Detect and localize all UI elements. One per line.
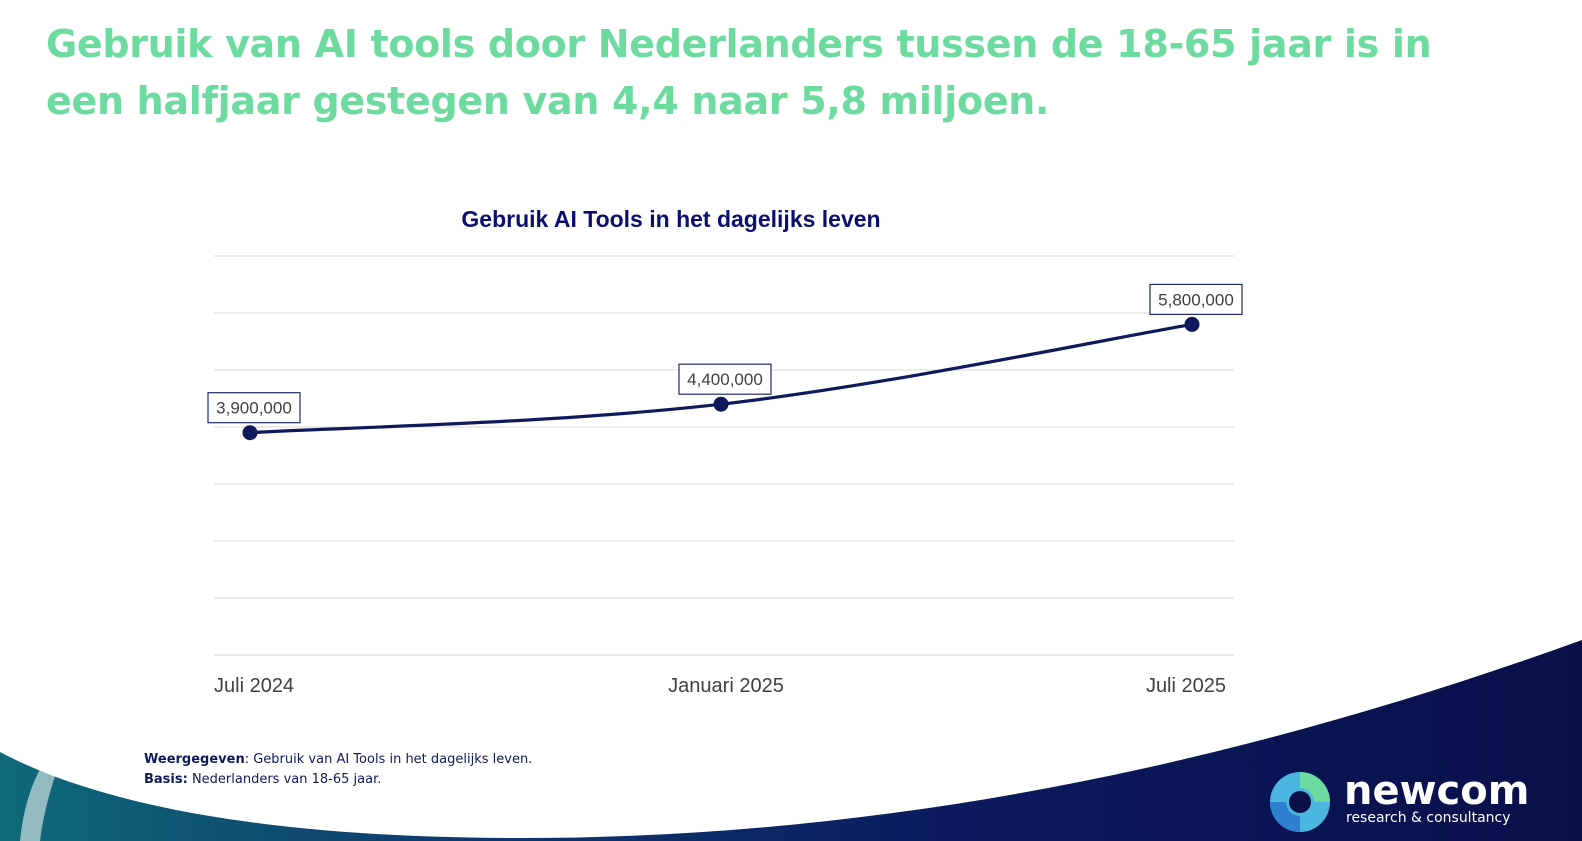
x-tick-label: Juli 2024: [214, 675, 294, 697]
data-label: 5,800,000: [1149, 283, 1243, 315]
data-points: [242, 316, 1200, 441]
x-axis-tick-labels: Juli 2024 Januari 2025 Juli 2025: [214, 675, 1226, 697]
footnote-basis-label: Basis:: [144, 772, 188, 787]
data-label: 3,900,000: [207, 392, 301, 424]
footnote-basis-text: Nederlanders van 18-65 jaar.: [187, 772, 382, 787]
footnote-shown-label: Weergegeven: [144, 752, 245, 767]
data-point: [1184, 316, 1200, 332]
slide-title: Gebruik van AI tools door Nederlanders t…: [46, 22, 1432, 123]
data-label-box: [678, 363, 772, 395]
line-chart: Juli 2024 Januari 2025 Juli 2025 3,900,000…: [207, 255, 1243, 697]
logo-tagline: research & consultancy: [1346, 810, 1511, 826]
data-point: [713, 396, 729, 412]
data-point: [242, 425, 258, 441]
chart-title: Gebruik AI Tools in het dagelijks leven: [461, 206, 881, 232]
newcom-logo: newcom research & consultancy: [1268, 768, 1568, 838]
x-tick-label: Juli 2025: [1146, 675, 1226, 697]
data-labels: 3,900,000 4,400,000 5,800,000: [207, 283, 1243, 424]
data-label: 4,400,000: [678, 363, 772, 395]
footnote: Weergegeven: Gebruik van AI Tools in het…: [144, 750, 532, 790]
logo-wordmark: newcom: [1344, 768, 1530, 814]
data-label-box: [207, 392, 301, 424]
data-label-text: 4,400,000: [687, 370, 763, 389]
footnote-basis-line: Basis: Nederlanders van 18-65 jaar.: [144, 770, 532, 790]
chart-gridlines: [214, 255, 1234, 656]
footnote-shown-line: Weergegeven: Gebruik van AI Tools in het…: [144, 750, 532, 770]
data-label-text: 3,900,000: [216, 399, 292, 418]
newcom-logo-icon: [1270, 772, 1330, 832]
data-label-box: [1149, 283, 1243, 315]
data-label-text: 5,800,000: [1158, 290, 1234, 309]
x-tick-label: Januari 2025: [668, 675, 784, 697]
footnote-shown-text: : Gebruik van AI Tools in het dagelijks …: [244, 752, 533, 767]
